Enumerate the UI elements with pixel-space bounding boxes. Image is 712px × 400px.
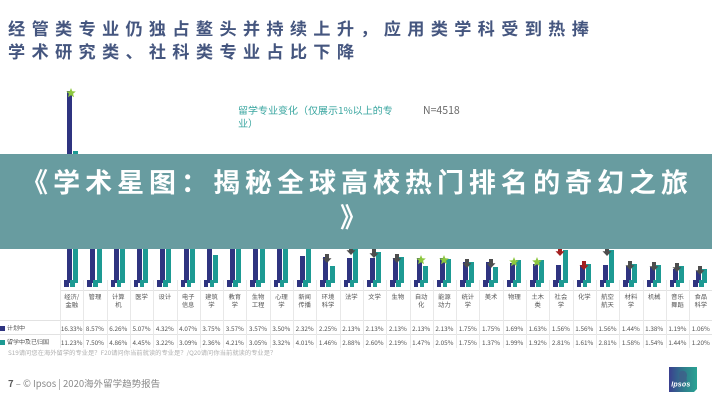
svg-text:Ipsos: Ipsos [671, 381, 690, 388]
